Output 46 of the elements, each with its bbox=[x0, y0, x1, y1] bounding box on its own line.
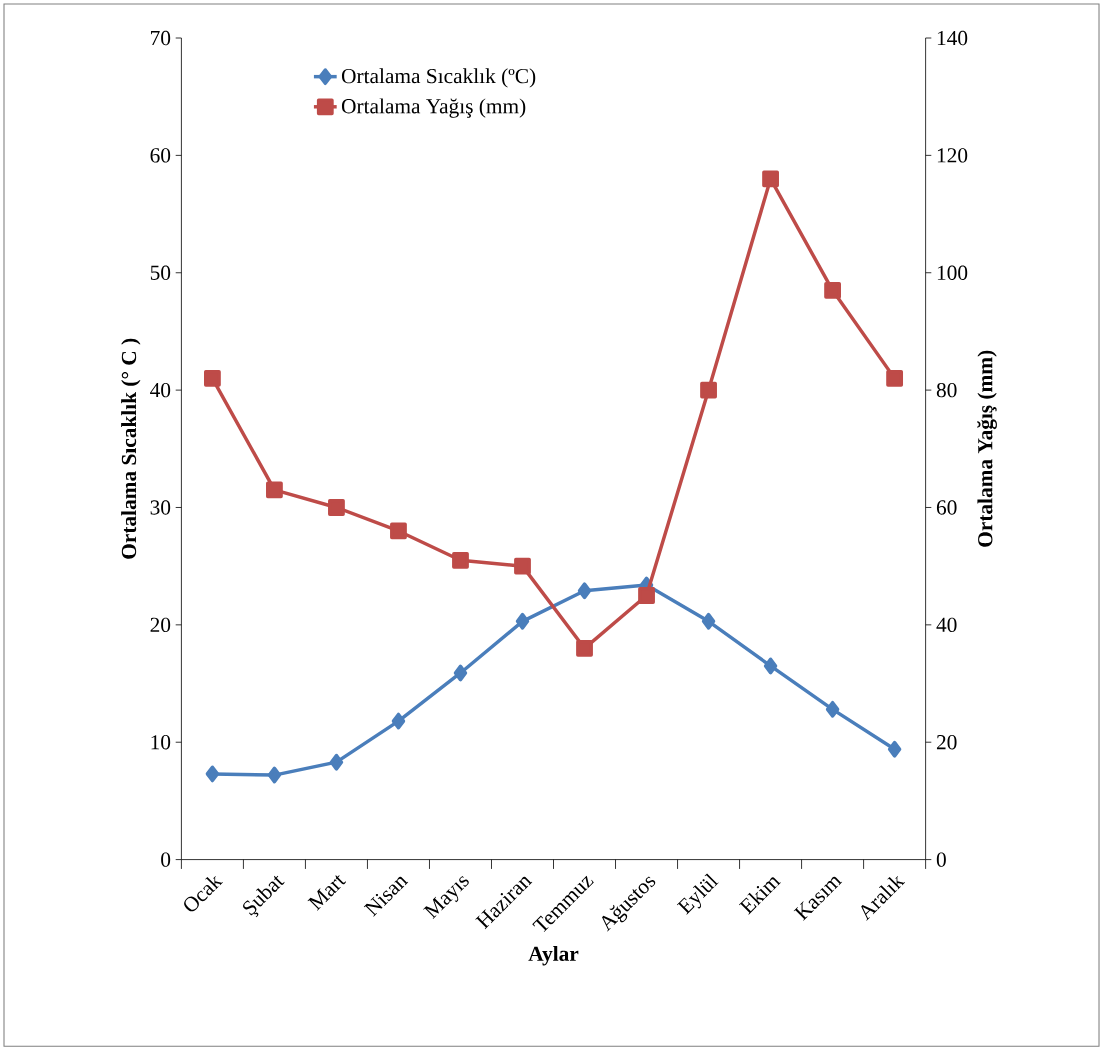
point bbox=[267, 766, 282, 784]
x-tick-label: Mart bbox=[307, 875, 346, 911]
y2-tick-label: 140 bbox=[937, 30, 968, 46]
legend-label: Ortalama Sıcaklık (ºC) bbox=[341, 68, 536, 88]
point bbox=[825, 700, 840, 718]
y-axis-title: Ortalama Sıcaklık (° C ) bbox=[121, 338, 141, 559]
point bbox=[453, 664, 468, 682]
y-tick-label: 40 bbox=[150, 382, 171, 398]
y2-tick-label: 80 bbox=[936, 382, 957, 398]
point bbox=[452, 551, 469, 569]
y-tick-label: 50 bbox=[150, 265, 171, 280]
point bbox=[390, 522, 407, 540]
point bbox=[391, 712, 406, 730]
y-tick-label: 60 bbox=[150, 148, 171, 163]
y2-tick-label: 40 bbox=[936, 617, 957, 632]
point bbox=[205, 765, 220, 783]
point bbox=[328, 498, 345, 516]
y2-tick-label: 0 bbox=[936, 852, 946, 867]
y-tick-label: 20 bbox=[150, 617, 171, 632]
y-tick-label: 70 bbox=[151, 30, 171, 46]
y2-tick-label: 20 bbox=[936, 734, 957, 750]
point bbox=[203, 369, 221, 387]
point bbox=[514, 557, 531, 575]
point bbox=[762, 170, 779, 188]
y-tick-label: 10 bbox=[151, 734, 171, 750]
point bbox=[638, 586, 655, 604]
y-tick-label: 30 bbox=[150, 500, 171, 515]
y-tick-label: 0 bbox=[161, 852, 171, 867]
point bbox=[577, 582, 592, 600]
legend-label: Ortalama Yağış (mm) bbox=[341, 98, 526, 118]
point bbox=[700, 381, 717, 399]
point bbox=[886, 369, 904, 387]
point bbox=[329, 753, 344, 771]
point bbox=[515, 612, 530, 630]
y2-tick-label: 100 bbox=[937, 265, 968, 280]
point bbox=[824, 281, 841, 299]
point bbox=[266, 481, 283, 499]
x-axis-title: Aylar bbox=[528, 945, 579, 966]
y2-tick-label: 120 bbox=[937, 148, 968, 163]
point bbox=[887, 740, 902, 758]
point bbox=[701, 612, 716, 630]
y2-axis-title: Ortalama Yağış (mm) bbox=[977, 350, 997, 547]
point bbox=[763, 657, 778, 675]
y2-tick-label: 60 bbox=[936, 500, 957, 515]
x-tick-label: Ocak bbox=[184, 875, 223, 912]
point bbox=[576, 639, 593, 657]
